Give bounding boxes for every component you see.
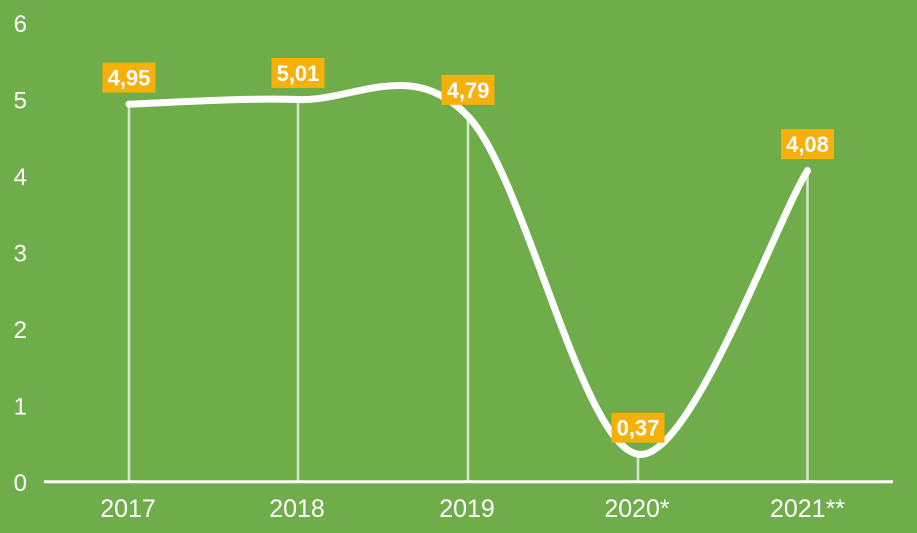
svg-text:6: 6: [14, 11, 27, 38]
svg-text:2021**: 2021**: [770, 495, 845, 523]
svg-text:4,95: 4,95: [108, 66, 151, 91]
svg-text:3: 3: [14, 241, 27, 268]
svg-text:2017: 2017: [100, 495, 156, 523]
svg-text:4,08: 4,08: [786, 132, 829, 157]
svg-text:2020*: 2020*: [604, 495, 670, 523]
svg-text:0,37: 0,37: [617, 416, 660, 441]
svg-text:4: 4: [14, 164, 27, 191]
svg-text:4,79: 4,79: [447, 78, 490, 103]
svg-text:2: 2: [14, 317, 27, 344]
svg-text:1: 1: [14, 393, 27, 420]
svg-text:0: 0: [14, 470, 27, 497]
svg-text:2018: 2018: [269, 495, 325, 523]
svg-text:2019: 2019: [439, 495, 495, 523]
svg-text:5,01: 5,01: [277, 61, 320, 86]
svg-text:5: 5: [14, 88, 27, 115]
